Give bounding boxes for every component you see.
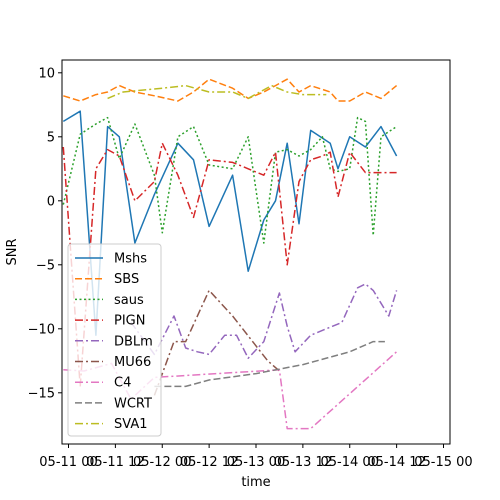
legend-label-pign: PIGN — [114, 314, 145, 329]
legend-label-wcrt: WCRT — [114, 396, 152, 411]
y-tick-label: −5 — [36, 258, 55, 273]
legend-label-saus: saus — [114, 293, 144, 308]
series-line-pign — [62, 142, 397, 388]
x-tick-label: 05-14 12 — [367, 455, 425, 470]
y-tick-label: 5 — [47, 130, 55, 145]
series-line-wcrt — [154, 340, 385, 388]
series-line-c4 — [63, 351, 398, 430]
x-tick-label: 05-13 00 — [227, 455, 285, 470]
legend-label-sva1: SVA1 — [114, 417, 147, 432]
x-tick-label: 05-11 00 — [39, 455, 97, 470]
legend: Mshs SBS saus PIGN DBLm MU66 C4 WCRT SVA1 — [67, 243, 162, 437]
x-tick-label: 05-12 00 — [133, 455, 191, 470]
x-tick-label: 05-13 12 — [274, 455, 332, 470]
legend-label-sbs: SBS — [114, 272, 139, 287]
series-line-dblm — [130, 283, 398, 359]
x-tick-label: 05-12 12 — [180, 455, 238, 470]
series-line-saus — [62, 116, 398, 244]
x-axis-title: time — [241, 475, 270, 490]
y-tick-label: 0 — [47, 194, 55, 209]
legend-label-mshs: Mshs — [114, 252, 147, 267]
y-axis-title: SNR — [5, 238, 20, 265]
x-tick-label: 05-14 00 — [321, 455, 379, 470]
legend-box — [67, 243, 162, 437]
series-layer — [62, 78, 398, 430]
x-tick-label: 05-15 00 — [414, 455, 472, 470]
series-line-sva1 — [107, 84, 327, 100]
y-tick-label: −15 — [28, 386, 55, 401]
legend-label-dblm: DBLm — [114, 334, 153, 349]
y-tick-label: 10 — [38, 66, 55, 81]
y-tick-label: −10 — [28, 322, 55, 337]
legend-label-mu66: MU66 — [114, 355, 151, 370]
legend-label-c4: C4 — [114, 376, 131, 391]
y-axis: −15 −10 −5 0 5 10 — [28, 66, 62, 401]
x-tick-label: 05-11 12 — [86, 455, 144, 470]
series-line-mshs — [62, 110, 398, 336]
